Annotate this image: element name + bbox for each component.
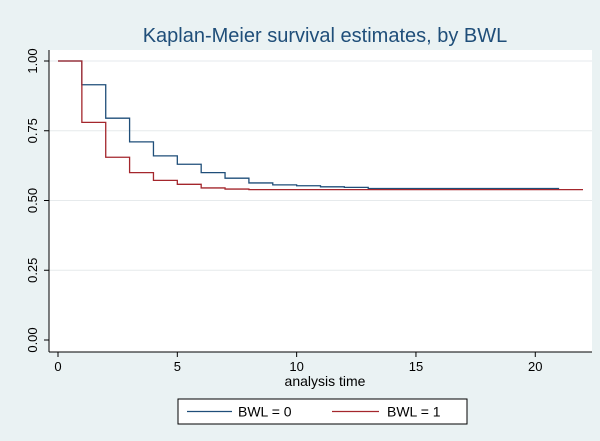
y-tick-label: 0.00 bbox=[25, 327, 40, 352]
axes: 0.00 0.25 0.50 0.75 1.00 0 5 10 15 20 bbox=[25, 48, 592, 374]
y-tick-label: 0.25 bbox=[25, 258, 40, 283]
x-tick-label: 20 bbox=[528, 359, 542, 374]
series-line-0 bbox=[58, 60, 560, 190]
gridlines bbox=[49, 60, 592, 271]
legend-label-0: BWL = 0 bbox=[238, 404, 292, 420]
x-tick-label: 15 bbox=[409, 359, 423, 374]
x-tick-label: 5 bbox=[174, 359, 181, 374]
x-tick-label: 10 bbox=[289, 359, 303, 374]
series-line-1 bbox=[58, 60, 583, 191]
x-axis-label: analysis time bbox=[285, 373, 366, 389]
y-tick-label: 1.00 bbox=[25, 48, 40, 73]
x-tick-label: 0 bbox=[54, 359, 61, 374]
chart-title: Kaplan-Meier survival estimates, by BWL bbox=[143, 25, 508, 47]
series-layer bbox=[58, 60, 583, 191]
legend-label-1: BWL = 1 bbox=[387, 404, 441, 420]
y-tick-label: 0.75 bbox=[25, 118, 40, 143]
legend: BWL = 0 BWL = 1 bbox=[177, 398, 468, 425]
y-tick-label: 0.50 bbox=[25, 188, 40, 213]
